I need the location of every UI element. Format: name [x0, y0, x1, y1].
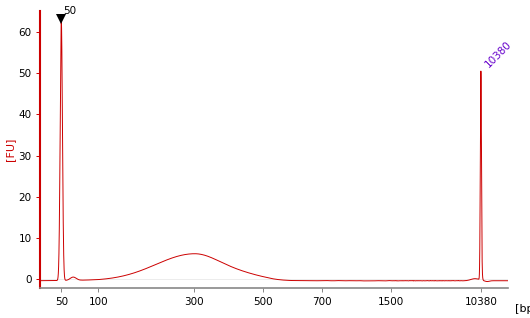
X-axis label: [bp]: [bp] [515, 304, 530, 315]
Y-axis label: [FU]: [FU] [5, 138, 15, 161]
Text: 10380: 10380 [483, 39, 514, 69]
Text: 50: 50 [64, 6, 76, 16]
